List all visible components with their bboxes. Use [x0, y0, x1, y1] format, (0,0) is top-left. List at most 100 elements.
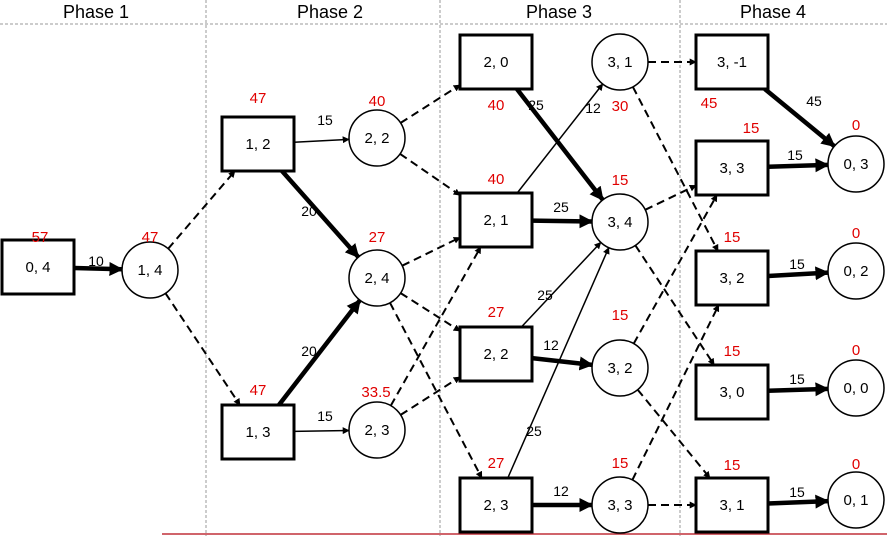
edge-p3_34-p4_33: [644, 184, 697, 211]
node-value-label: 15: [743, 120, 760, 137]
node-box: [220, 403, 296, 461]
edge-weight-label: 15: [789, 371, 805, 387]
node-value-label: 57: [32, 229, 49, 246]
edge-p3_23-p3_34: [507, 246, 610, 479]
node-circle: [348, 109, 406, 167]
phase-1-title: Phase 1: [63, 2, 129, 22]
node-label: 0, 0: [843, 380, 868, 397]
edge-p3_20-p3_34: [515, 87, 605, 202]
state-circle-p2_24: 2, 4 27: [348, 229, 406, 307]
node-circle: [827, 135, 885, 193]
node-box: [694, 363, 770, 421]
node-label: 3, 2: [607, 360, 632, 377]
edge-weight-label: 15: [789, 256, 805, 272]
node-circle: [591, 476, 649, 534]
state-box-p2_12: 1, 2 47: [220, 90, 296, 173]
phase-3-title: Phase 3: [526, 2, 592, 22]
edge-weight-label: 10: [88, 253, 104, 269]
node-label: 0, 4: [25, 259, 50, 276]
edge-p3_32-p4_31: [636, 389, 711, 479]
node-box: [220, 115, 296, 173]
node-box: [458, 325, 534, 383]
edge-weight-label: 12: [553, 483, 569, 499]
edge-p2_12-p2_22: [293, 136, 350, 144]
edge-weight-label: 25: [553, 199, 569, 215]
state-circle-p2_22: 2, 2 40: [348, 93, 406, 167]
node-value-label: 47: [142, 229, 159, 246]
node-value-label: 30: [612, 98, 629, 115]
state-box-p4_33: 3, 3 15: [694, 120, 770, 197]
node-label: 3, 1: [719, 497, 744, 514]
state-box-p1_04: 0, 4 57: [0, 229, 76, 296]
node-box: [0, 238, 76, 296]
edge-weight-label: 20: [301, 203, 317, 219]
state-circle-p3_34: 3, 4 15: [591, 172, 649, 251]
node-value-label: 47: [250, 382, 267, 399]
edge-p4_30-p4_00: [767, 382, 830, 397]
node-label: 0, 1: [843, 492, 868, 509]
state-box-p3_21: 2, 1 40: [458, 171, 534, 249]
node-label: 1, 2: [245, 136, 270, 153]
node-value-label: 0: [852, 117, 860, 134]
state-circle-p3_31: 3, 1 30: [591, 33, 649, 115]
edge-weight-label: 45: [806, 93, 822, 109]
state-circle-p4_03: 0, 3 0: [827, 117, 885, 193]
phase-4-title: Phase 4: [740, 2, 806, 22]
node-value-label: 0: [852, 456, 860, 473]
node-circle: [827, 471, 885, 529]
edges-layer: [73, 58, 836, 512]
edge-weight-label: 12: [543, 337, 559, 353]
node-label: 2, 2: [364, 130, 389, 147]
node-circle: [348, 401, 406, 459]
node-label: 0, 3: [843, 156, 868, 173]
edge-p1_14-p2_13: [164, 292, 241, 406]
node-box: [694, 139, 770, 197]
edge-p2_23-p3_22: [400, 376, 461, 416]
state-box-p2_13: 1, 3 47: [220, 382, 296, 461]
state-circle-p2_23: 2, 3 33.5: [348, 384, 406, 459]
node-value-label: 47: [250, 90, 267, 107]
edge-p3_21-p3_31: [516, 83, 604, 194]
edge-p4_33-p4_03: [767, 158, 830, 173]
node-label: 2, 4: [364, 270, 389, 287]
edge-p4_31-p4_01: [767, 494, 830, 509]
edge-p3_22-p3_32: [531, 355, 594, 371]
edge-weight-label: 25: [526, 423, 542, 439]
node-box: [694, 249, 770, 307]
node-value-label: 45: [701, 95, 718, 112]
edge-p1_14-p2_12: [167, 170, 236, 250]
edge-p2_12-p2_24: [280, 169, 361, 259]
edge-p2_22-p3_21: [399, 153, 461, 197]
node-label: 2, 3: [364, 422, 389, 439]
node-label: 3, 3: [607, 497, 632, 514]
state-circle-p3_33: 3, 3 15: [591, 455, 649, 534]
state-box-p4_3m1: 3, -1 45: [694, 33, 770, 112]
node-box: [458, 476, 534, 534]
edge-p3_21-p3_34: [531, 214, 594, 229]
edge-weight-label: 15: [317, 112, 333, 128]
edge-p2_24-p3_22: [400, 292, 461, 332]
edge-p4_32-p4_02: [767, 266, 830, 281]
node-value-label: 27: [369, 229, 386, 246]
state-circle-p4_00: 0, 0 0: [827, 342, 885, 417]
node-label: 2, 2: [483, 346, 508, 363]
edge-p2_13-p2_24: [277, 298, 362, 407]
edge-p3_34-p4_30: [634, 244, 716, 366]
edge-weight-label: 15: [787, 147, 803, 163]
state-circle-p4_02: 0, 2 0: [827, 225, 885, 300]
state-circle-p1_14: 1, 4 47: [121, 229, 179, 299]
phase-2-title: Phase 2: [297, 2, 363, 22]
node-circle: [827, 359, 885, 417]
node-value-label: 40: [488, 171, 505, 188]
edge-weight-label: 20: [301, 343, 317, 359]
node-label: 1, 3: [245, 424, 270, 441]
node-circle: [827, 242, 885, 300]
edge-p2_13-p2_23: [293, 427, 350, 435]
edge-weight-label: 25: [528, 97, 544, 113]
node-label: 2, 1: [483, 212, 508, 229]
node-value-label: 40: [488, 97, 505, 114]
edge-p3_33-p4_32: [631, 304, 720, 481]
node-circle: [591, 339, 649, 397]
